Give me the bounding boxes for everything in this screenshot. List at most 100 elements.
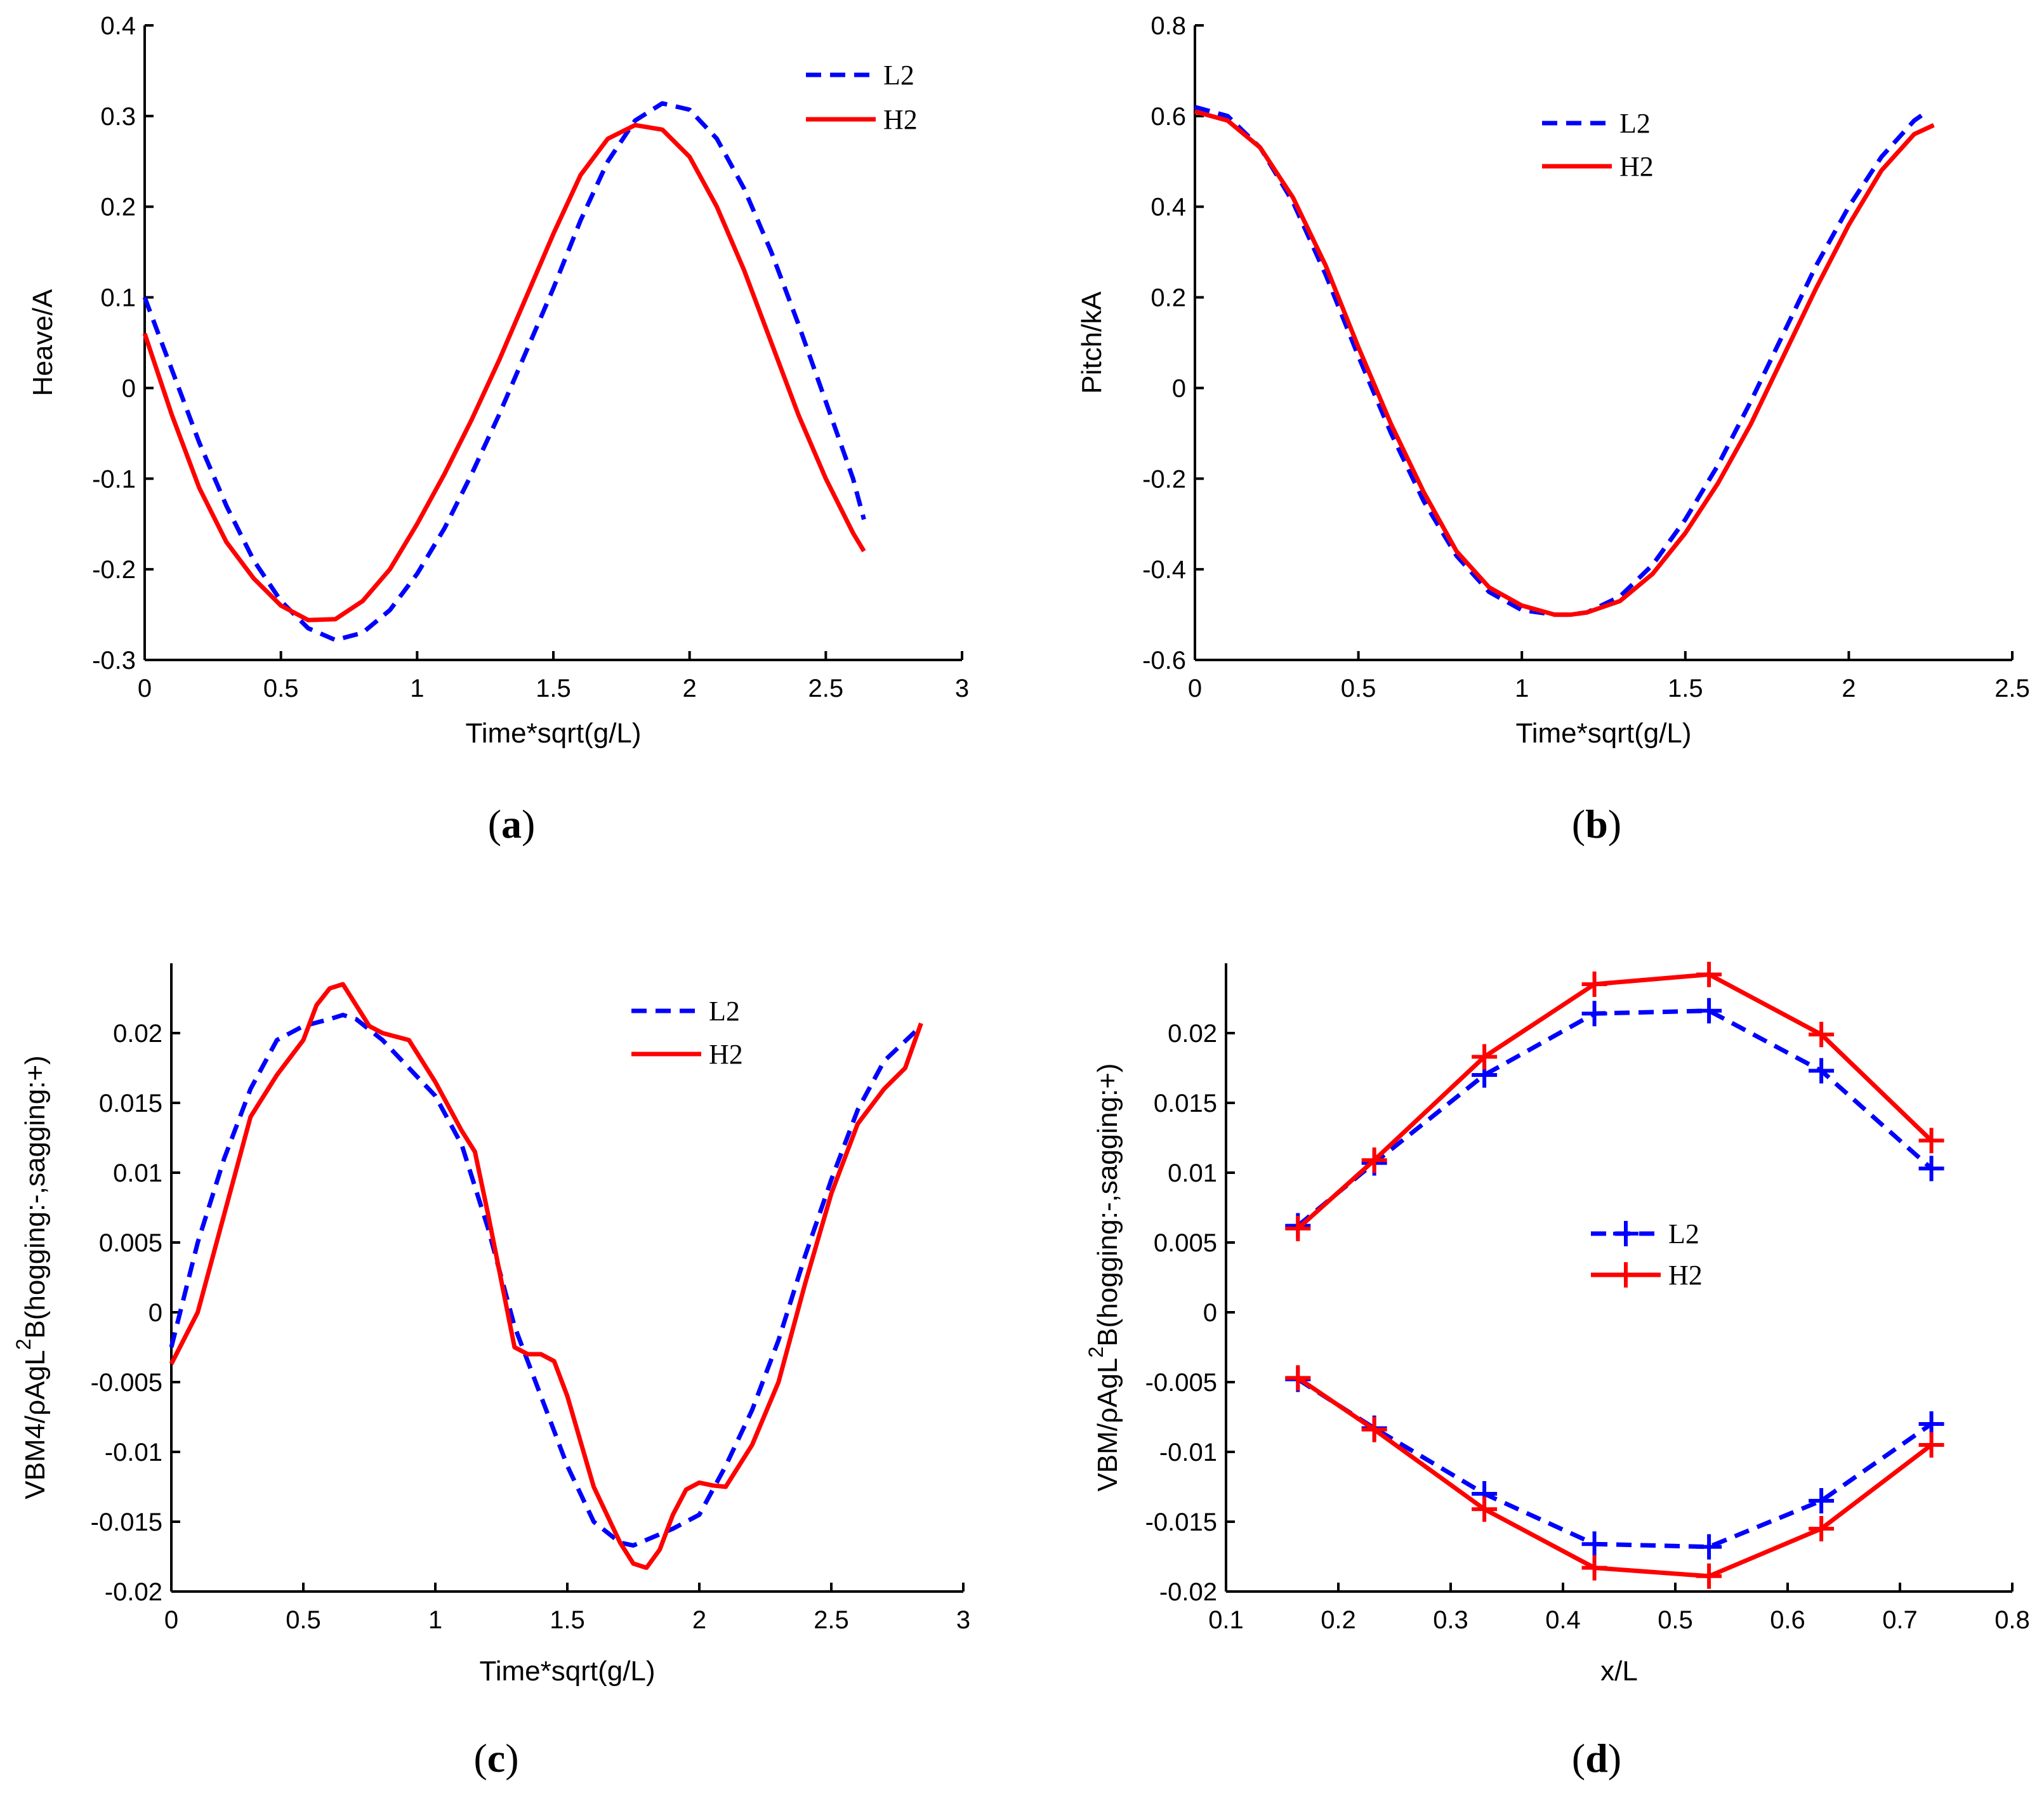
x-tick-label: 0.5 (1658, 1606, 1693, 1634)
y-tick-label: -0.015 (91, 1508, 162, 1536)
x-axis-label: x/L (1600, 1656, 1638, 1687)
legend-label-l2: L2 (883, 60, 914, 91)
x-axis-label: Time*sqrt(g/L) (465, 718, 641, 749)
y-tick-label: 0.015 (99, 1090, 162, 1117)
y-axis-label: Pitch/kA (1076, 291, 1107, 394)
y-tick-label: 0.02 (113, 1020, 162, 1048)
data-point-l2 (1581, 1001, 1607, 1027)
legend-label-h2: H2 (709, 1039, 743, 1070)
series-line-l2 (169, 1012, 923, 1548)
x-tick-label: 2.5 (808, 675, 844, 702)
x-axis-label: Time*sqrt(g/L) (479, 1656, 655, 1687)
y-tick-label: 0.01 (113, 1159, 162, 1187)
legend-label-h2: H2 (883, 104, 918, 135)
chart-panel-d: 0.1 0.2 0.3 0.4 0.5 0.6 0.7 0.8 -0.02 -0.015 -0.01… (1085, 961, 2030, 1781)
y-tick-label: 0.4 (100, 12, 136, 40)
y-tick-label: -0.015 (1145, 1508, 1217, 1536)
x-tick-label: 1.5 (536, 675, 571, 702)
data-point-l2 (1696, 1534, 1722, 1560)
series-line-h2-hogging (1296, 1376, 1933, 1579)
y-tick-label: -0.2 (92, 556, 136, 584)
x-tick-label: 2 (1842, 675, 1856, 702)
y-tick-label: -0.005 (1145, 1369, 1217, 1397)
legend-label-l2: L2 (1668, 1218, 1699, 1249)
x-tick-label: 3 (955, 675, 969, 702)
x-tick-label: 1 (410, 675, 424, 702)
legend-label-l2: L2 (1619, 108, 1651, 139)
x-tick-label: 3 (956, 1606, 970, 1634)
y-tick-label: 0.1 (100, 284, 136, 312)
data-point-h2 (1918, 1432, 1944, 1458)
x-tick-label: 0.7 (1882, 1606, 1918, 1634)
y-axis-label: VBM/ρAgL2B(hogging:-,sagging:+) (1085, 1063, 1123, 1491)
panel-caption: (a) (488, 801, 536, 847)
x-tick-label: 0.8 (1995, 1606, 2030, 1634)
data-point-h2 (1285, 1216, 1311, 1241)
chart-panel-a: 0 0.5 1 1.5 2 2.5 3 -0.3 -0.2 -0.1 0 0.1 0.2 0.3 0.4 Ti… (27, 12, 969, 847)
y-tick-label: 0.005 (99, 1229, 162, 1257)
y-tick-label: -0.02 (1159, 1578, 1217, 1606)
y-tick-label: 0.02 (1168, 1020, 1217, 1048)
y-tick-label: 0.2 (1151, 284, 1186, 312)
y-tick-label: 0 (148, 1299, 162, 1327)
y-tick-label: 0.01 (1168, 1159, 1217, 1187)
x-tick-label: 1.5 (550, 1606, 585, 1634)
x-tick-label: 2.5 (1995, 675, 2030, 702)
x-tick-label: 0.3 (1433, 1606, 1468, 1634)
data-point-h2 (1581, 972, 1607, 997)
data-point-h2 (1472, 1496, 1498, 1522)
x-tick-label: 0 (138, 675, 152, 702)
x-tick-label: 1 (1515, 675, 1529, 702)
panel-caption: (d) (1572, 1736, 1621, 1781)
y-axis-label: VBM4/ρAgL2B(hogging:-,sagging:+) (12, 1055, 51, 1500)
x-tick-label: 0.2 (1321, 1606, 1356, 1634)
data-point-h2 (1918, 1128, 1944, 1154)
x-tick-label: 1.5 (1668, 675, 1703, 702)
data-point-l2 (1918, 1156, 1944, 1182)
x-tick-label: 0.6 (1770, 1606, 1805, 1634)
data-point-h2 (1809, 1516, 1835, 1541)
x-tick-label: 1 (428, 1606, 442, 1634)
y-tick-label: 0 (122, 374, 136, 402)
x-tick-label: 2 (683, 675, 697, 702)
legend-label-h2: H2 (1668, 1260, 1703, 1291)
legend-label-l2: L2 (709, 996, 740, 1027)
y-tick-label: -0.005 (91, 1369, 162, 1397)
series-line-l2 (142, 101, 866, 643)
y-tick-label: -0.02 (105, 1578, 162, 1606)
x-axis-label: Time*sqrt(g/L) (1515, 718, 1691, 749)
y-tick-label: -0.01 (105, 1439, 162, 1467)
data-point-h2 (1285, 1365, 1311, 1391)
y-tick-label: 0 (1172, 374, 1186, 402)
data-point-h2 (1696, 961, 1722, 987)
data-point-l2 (1809, 1058, 1835, 1084)
series-line-l2 (1194, 105, 1929, 617)
data-point-h2 (1809, 1022, 1835, 1048)
series-line-h2 (169, 982, 923, 1571)
y-tick-label: 0.2 (100, 194, 136, 221)
x-tick-label: 0.5 (1341, 675, 1376, 702)
data-point-h2 (1696, 1563, 1722, 1589)
y-tick-label: -0.01 (1159, 1439, 1217, 1467)
y-tick-label: 0.3 (100, 103, 136, 131)
legend-label-h2: H2 (1619, 151, 1654, 182)
panel-caption: (b) (1572, 801, 1621, 847)
y-tick-label: 0.015 (1154, 1090, 1217, 1117)
panel-caption: (c) (473, 1736, 518, 1781)
y-tick-label: 0.4 (1151, 194, 1186, 221)
data-point-h2 (1361, 1416, 1387, 1442)
x-tick-label: 2.5 (814, 1606, 849, 1634)
y-axis-label: Heave/A (27, 289, 58, 396)
y-tick-label: 0 (1203, 1299, 1217, 1327)
series-line-l2-sagging (1296, 1008, 1933, 1228)
x-tick-label: 0 (1188, 675, 1202, 702)
series-line-l2-hogging (1296, 1377, 1933, 1550)
y-tick-label: 0.6 (1151, 103, 1186, 131)
chart-panel-c: 0 0.5 1 1.5 2 2.5 3 -0.02 -0.015 -0.01 -0.005 0 0.00… (12, 963, 970, 1781)
x-tick-label: 0.5 (286, 1606, 321, 1634)
data-point-h2 (1472, 1044, 1498, 1070)
data-point-l2 (1581, 1531, 1607, 1557)
x-tick-label: 0.4 (1545, 1606, 1581, 1634)
data-point-l2 (1809, 1488, 1835, 1513)
